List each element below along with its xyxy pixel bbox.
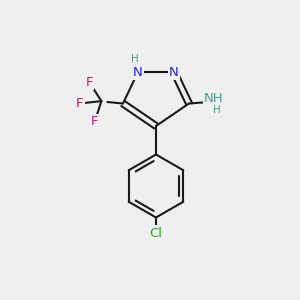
Text: Cl: Cl [149, 226, 163, 240]
Text: H: H [131, 54, 139, 64]
Text: N: N [133, 65, 143, 79]
Text: F: F [86, 76, 93, 89]
Text: F: F [76, 97, 84, 110]
Text: N: N [169, 65, 179, 79]
Text: H: H [213, 105, 220, 116]
Text: NH: NH [204, 92, 224, 105]
Text: F: F [91, 115, 98, 128]
